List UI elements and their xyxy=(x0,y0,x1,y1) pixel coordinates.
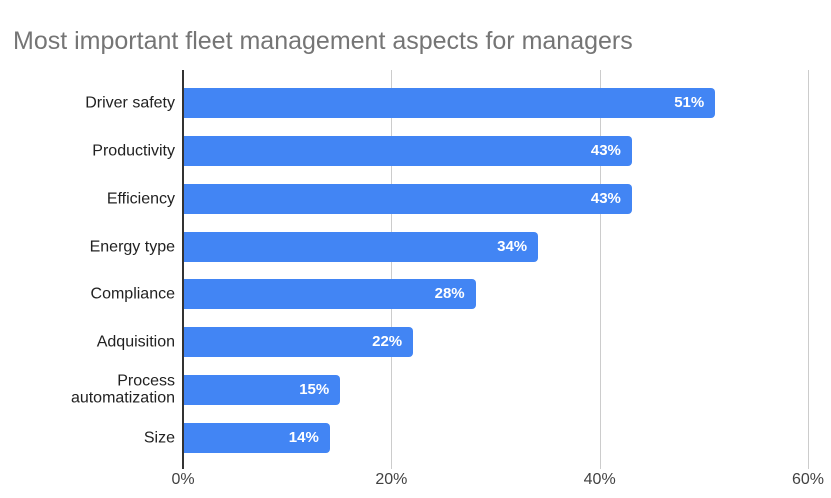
category-label-driver-safety: Driver safety xyxy=(85,94,175,112)
bar-value-label: 28% xyxy=(434,285,465,303)
x-axis-label: 0% xyxy=(171,471,195,488)
bar-value-label: 43% xyxy=(590,141,621,159)
bar-value-label: 51% xyxy=(674,94,705,112)
x-axis-label: 40% xyxy=(583,471,616,488)
bar-process-automatization: 15% xyxy=(184,374,341,405)
bar-compliance: 28% xyxy=(184,279,476,310)
category-label-compliance: Compliance xyxy=(90,285,175,303)
bar-adquisition: 22% xyxy=(184,327,414,358)
axis-tick-40% xyxy=(599,463,601,469)
category-label-process-automatization: Process automatization xyxy=(70,372,175,407)
bar-size: 14% xyxy=(184,422,330,453)
bar-value-label: 22% xyxy=(372,333,403,351)
category-label-size: Size xyxy=(143,428,175,446)
axis-tick-60% xyxy=(808,463,809,469)
gridline-40% xyxy=(599,70,601,463)
bar-efficiency: 43% xyxy=(184,183,632,214)
category-label-efficiency: Efficiency xyxy=(106,190,175,208)
bar-energy-type: 34% xyxy=(184,231,539,262)
gridline-60% xyxy=(808,70,809,463)
category-label-adquisition: Adquisition xyxy=(96,333,175,351)
bar-value-label: 15% xyxy=(299,380,330,398)
gridline-20% xyxy=(391,70,393,463)
category-label-energy-type: Energy type xyxy=(89,237,175,255)
axis-tick-20% xyxy=(391,463,393,469)
category-label-productivity: Productivity xyxy=(92,142,175,160)
bar-driver-safety: 51% xyxy=(184,88,716,119)
y-axis-baseline xyxy=(182,70,184,469)
bar-value-label: 43% xyxy=(590,189,621,207)
bar-productivity: 43% xyxy=(184,135,632,166)
chart-title: Most important fleet management aspects … xyxy=(13,27,633,55)
bar-value-label: 14% xyxy=(288,428,319,446)
bar-value-label: 34% xyxy=(497,237,528,255)
x-axis-label: 60% xyxy=(791,471,825,488)
x-axis-label: 20% xyxy=(375,471,408,488)
